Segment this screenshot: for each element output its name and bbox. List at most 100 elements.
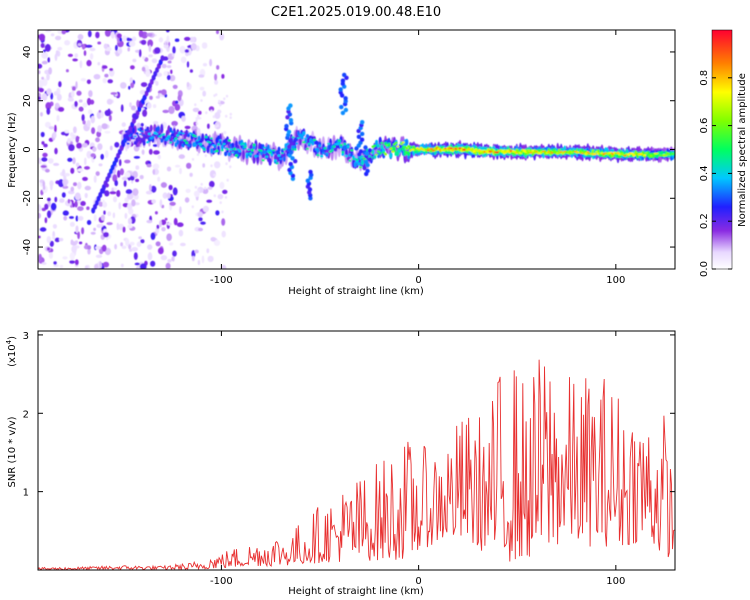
spectrogram-cell — [451, 149, 455, 151]
spectrogram-cell — [107, 211, 112, 217]
spectrogram-cell — [116, 222, 120, 231]
spectrogram-cell — [169, 201, 176, 206]
spectrogram-cell — [121, 122, 127, 127]
spectrogram-cell — [48, 158, 54, 164]
spectrogram-cell — [356, 134, 362, 139]
spectrogram-cell — [136, 241, 142, 248]
spectrogram-cell — [72, 86, 76, 91]
spectrogram-cell — [204, 186, 207, 190]
spectrogram-cell — [104, 109, 112, 117]
spectrogram-cell — [102, 199, 105, 206]
spectrogram-cell — [140, 130, 144, 133]
spectrogram-cell — [263, 146, 267, 149]
spectrogram-cell — [166, 74, 171, 81]
spectrogram-cell — [207, 186, 213, 190]
colorbar-tick-label: 0.8 — [699, 70, 710, 86]
spectrogram-x-tick-label: -100 — [210, 275, 233, 286]
spectrogram-cell — [357, 162, 361, 166]
spectrogram-cell — [180, 56, 187, 64]
spectrogram-cell — [233, 147, 237, 151]
spectrogram-cell — [154, 132, 159, 135]
spectrogram-cell — [186, 144, 191, 147]
spectrogram-cell — [191, 255, 195, 262]
spectrogram-cell — [124, 212, 128, 219]
spectrogram-cell — [50, 182, 53, 191]
spectrogram-cell — [312, 138, 317, 142]
spectrogram-cell — [224, 196, 228, 199]
spectrogram-cell — [157, 247, 164, 255]
spectrogram-cell — [206, 199, 213, 203]
spectrogram-cell — [75, 162, 80, 167]
spectrogram-cell — [62, 210, 69, 216]
spectrogram-cell — [128, 85, 131, 90]
spectrogram-cell — [167, 259, 172, 263]
spectrogram-cell — [100, 111, 104, 118]
spectrogram-cell — [93, 227, 96, 231]
spectrogram-cell — [630, 152, 634, 155]
spectrogram-cell — [174, 164, 181, 168]
spectrogram-cell — [77, 216, 84, 221]
spectrogram-cell — [101, 65, 108, 69]
spectrogram-cell — [298, 134, 302, 137]
spectrogram-x-tick-label: 100 — [606, 275, 625, 286]
spectrogram-cell — [161, 63, 167, 69]
spectrogram-cell — [178, 131, 182, 134]
spectrogram-cell — [76, 90, 82, 96]
spectrogram-cell — [127, 217, 132, 225]
spectrogram-cell — [149, 124, 153, 132]
spectrogram-cell — [82, 120, 86, 125]
spectrogram-cell — [90, 153, 96, 158]
spectrogram-cell — [339, 104, 344, 110]
spectrogram-cell — [47, 197, 51, 202]
spectrogram-cell — [172, 255, 175, 262]
spectrogram-cell — [69, 252, 75, 261]
spectrogram-cell — [593, 152, 597, 156]
spectrogram-cell — [180, 242, 186, 247]
spectrogram-cell — [204, 135, 208, 139]
spectrogram-cell — [130, 133, 134, 135]
spectrogram-cell — [231, 151, 235, 154]
spectrogram-cell — [358, 149, 364, 154]
spectrogram-cell — [344, 154, 348, 158]
spectrogram-cell — [288, 138, 293, 143]
spectrogram-cell — [168, 184, 173, 191]
spectrogram-cell — [95, 245, 101, 250]
spectrogram-cell — [220, 144, 224, 151]
spectrogram-cell — [277, 154, 281, 157]
spectrogram-cell — [151, 135, 155, 139]
spectrogram-cell — [197, 211, 203, 218]
spectrogram-cell — [95, 254, 103, 258]
spectrogram-cell — [83, 50, 87, 56]
spectrogram-cell — [197, 189, 201, 192]
spectrogram-cell — [288, 118, 294, 123]
spectrogram-cell — [109, 191, 117, 195]
spectrogram-cell — [405, 147, 409, 150]
spectrogram-cell — [126, 142, 130, 145]
spectrogram-cell — [495, 151, 499, 154]
spectrogram-cell — [44, 203, 49, 210]
spectrogram-cell — [151, 58, 158, 64]
spectrogram-cell — [52, 224, 58, 229]
spectrogram-cell — [69, 221, 75, 227]
spectrogram-cell — [655, 152, 659, 155]
spectrogram-cell — [221, 74, 225, 79]
snr-background — [38, 331, 675, 570]
spectrogram-cell — [186, 162, 192, 169]
spectrogram-cell — [234, 154, 238, 157]
spectrogram-cell — [53, 264, 59, 267]
spectrogram-cell — [206, 145, 210, 154]
spectrogram-cell — [120, 104, 124, 112]
spectrogram-cell — [376, 143, 380, 148]
spectrogram-cell — [430, 147, 434, 150]
spectrogram-cell — [100, 153, 104, 160]
spectrogram-cell — [38, 63, 43, 69]
spectrogram-cell — [197, 127, 201, 136]
spectrogram-cell — [197, 259, 201, 266]
spectrogram-cell — [71, 245, 77, 254]
spectrogram-cell — [53, 162, 60, 166]
spectrogram-cell — [96, 111, 102, 119]
spectrogram-cell — [38, 212, 41, 219]
spectrogram-cell — [135, 132, 139, 135]
spectrogram-cell — [314, 140, 318, 145]
spectrogram-cell — [144, 57, 149, 62]
